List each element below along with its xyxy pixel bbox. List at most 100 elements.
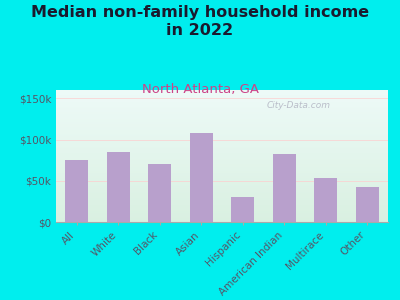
Bar (56, 130, 388, 131)
Bar (56, 203, 388, 205)
Bar (56, 200, 388, 201)
Bar (56, 215, 388, 217)
Bar (56, 91, 388, 93)
Bar (56, 202, 388, 203)
Bar (56, 120, 388, 122)
Bar (56, 124, 388, 126)
Bar (56, 168, 388, 169)
Bar (56, 190, 388, 192)
Bar (190, 133, 213, 222)
Bar (56, 155, 388, 156)
Bar (56, 148, 388, 149)
Bar (56, 205, 388, 206)
Bar (56, 180, 388, 181)
Bar (56, 219, 388, 221)
Bar (56, 218, 388, 219)
Bar (56, 111, 388, 112)
Bar (56, 134, 388, 135)
Bar (56, 169, 388, 170)
Bar (273, 154, 296, 222)
Bar (56, 178, 388, 180)
Bar (56, 123, 388, 124)
Bar (231, 197, 254, 222)
Bar (56, 115, 388, 116)
Bar (56, 114, 388, 115)
Bar (56, 90, 388, 91)
Bar (56, 106, 388, 107)
Bar (56, 209, 388, 210)
Bar (56, 201, 388, 202)
Bar (56, 214, 388, 215)
Bar (56, 93, 388, 94)
Bar (56, 104, 388, 106)
Bar (56, 97, 388, 98)
Bar (56, 194, 388, 196)
Bar (56, 153, 388, 155)
Bar (56, 172, 388, 173)
Bar (56, 167, 388, 168)
Bar (56, 102, 388, 103)
Bar (56, 131, 388, 132)
Bar (56, 213, 388, 214)
Bar (56, 103, 388, 104)
Bar (56, 156, 388, 157)
Text: North Atlanta, GA: North Atlanta, GA (142, 82, 258, 95)
Text: Median non-family household income
in 2022: Median non-family household income in 20… (31, 4, 369, 38)
Bar (56, 170, 388, 172)
Bar (56, 206, 388, 208)
Bar (56, 182, 388, 184)
Bar (56, 208, 388, 209)
Bar (56, 142, 388, 143)
Bar (56, 217, 388, 218)
Bar (56, 164, 388, 165)
Bar (56, 146, 388, 147)
Bar (56, 161, 388, 163)
Bar (56, 139, 388, 140)
Bar (56, 136, 388, 137)
Bar (56, 176, 388, 177)
Bar (56, 127, 388, 128)
Bar (56, 132, 388, 134)
Bar (56, 95, 388, 97)
Bar (65, 160, 88, 222)
Bar (56, 196, 388, 197)
Bar (56, 181, 388, 182)
Bar (56, 137, 388, 139)
Bar (56, 175, 388, 176)
Bar (56, 94, 388, 95)
Bar (56, 119, 388, 120)
Bar (56, 159, 388, 160)
Bar (56, 173, 388, 175)
Bar (56, 192, 388, 193)
Bar (56, 165, 388, 166)
Bar (56, 107, 388, 109)
Bar (56, 157, 388, 159)
Bar (56, 198, 388, 200)
Bar (56, 210, 388, 212)
Bar (56, 140, 388, 142)
Bar (148, 164, 171, 222)
Bar (356, 187, 379, 222)
Bar (56, 185, 388, 186)
Bar (56, 128, 388, 130)
Bar (56, 122, 388, 123)
Bar (56, 212, 388, 213)
Bar (56, 99, 388, 101)
Bar (56, 184, 388, 185)
Bar (56, 126, 388, 127)
Bar (56, 163, 388, 164)
Bar (56, 193, 388, 194)
Bar (56, 112, 388, 114)
Bar (56, 189, 388, 190)
Bar (56, 186, 388, 188)
Bar (56, 147, 388, 148)
Bar (56, 98, 388, 99)
Bar (56, 151, 388, 152)
Bar (56, 160, 388, 161)
Bar (107, 152, 130, 222)
Bar (56, 177, 388, 178)
Bar (56, 109, 388, 110)
Bar (56, 100, 388, 102)
Bar (56, 144, 388, 146)
Bar (56, 135, 388, 136)
